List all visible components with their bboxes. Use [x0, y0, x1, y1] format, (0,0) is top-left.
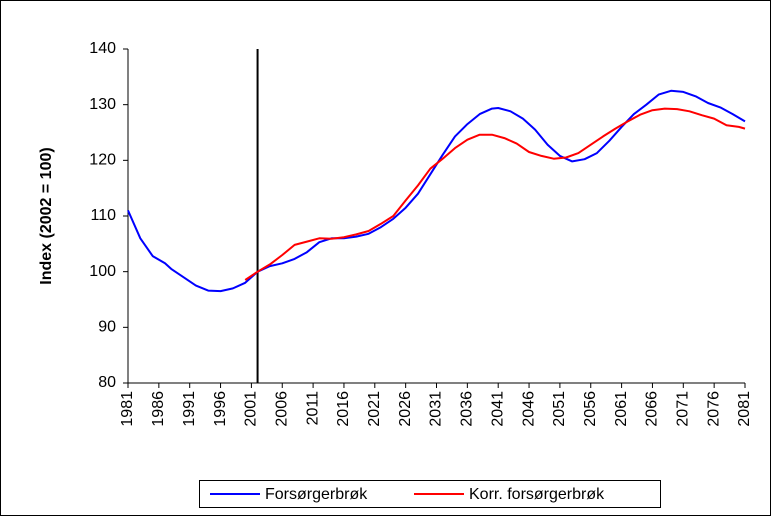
x-tick-label: 2016	[335, 391, 352, 427]
x-tick-label: 2001	[243, 391, 260, 427]
x-tick-label: 2026	[397, 391, 414, 427]
x-tick-label: 2061	[613, 391, 630, 427]
x-tick-label: 2056	[582, 391, 599, 427]
x-tick-label: 2076	[705, 391, 722, 427]
x-tick-label: 2046	[520, 391, 537, 427]
y-tick-label: 110	[90, 207, 116, 224]
x-tick-label: 2021	[366, 391, 383, 427]
y-tick-label: 130	[89, 96, 116, 113]
x-tick-label: 1996	[212, 391, 229, 427]
y-tick-label: 140	[89, 40, 116, 57]
x-tick-label: 2041	[489, 391, 506, 427]
x-tick-label: 1981	[119, 391, 136, 427]
x-tick-label: 2051	[551, 391, 568, 427]
legend-label: Korr. forsørgerbrøk	[469, 486, 605, 503]
x-tick-label: 2031	[428, 391, 445, 427]
x-tick-label: 2036	[459, 391, 476, 427]
x-tick-label: 2066	[644, 391, 661, 427]
x-tick-label: 2006	[273, 391, 290, 427]
y-tick-label: 120	[89, 152, 116, 169]
series-line	[244, 107, 746, 281]
x-tick-label: 2081	[736, 391, 753, 427]
y-tick-label: 100	[89, 263, 116, 280]
legend-label: Forsørgerbrøk	[265, 486, 368, 503]
x-tick-label: 1986	[150, 391, 167, 427]
x-tick-label: 2011	[304, 391, 321, 426]
x-tick-label: 1991	[181, 391, 198, 427]
y-axis-label: Index (2002 = 100)	[38, 147, 55, 284]
y-tick-label: 90	[98, 319, 116, 336]
y-tick-label: 80	[98, 374, 116, 391]
x-tick-label: 2071	[675, 391, 692, 427]
